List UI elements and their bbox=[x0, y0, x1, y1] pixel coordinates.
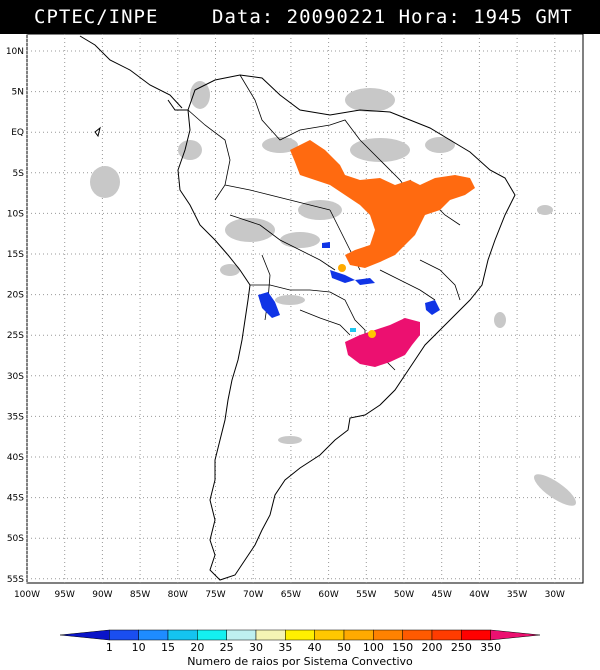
scale-swatch bbox=[59, 629, 110, 641]
scale-tick-label: 30 bbox=[249, 641, 263, 654]
scale-swatch bbox=[461, 629, 491, 641]
scale-swatch bbox=[109, 629, 139, 641]
lat-tick-label: 20S bbox=[7, 291, 24, 301]
scale-tick-label: 200 bbox=[422, 641, 443, 654]
axis-ticks: 100W 95W 90W 85W 80W 75W 70W 65W 60W 55W 50W 45W 40W… bbox=[6, 47, 565, 600]
scale-tick-label: 15 bbox=[161, 641, 175, 654]
lightning-small-cells bbox=[338, 264, 376, 338]
lightning-orange-region bbox=[290, 140, 475, 268]
datetime-label: Data: 20090221 Hora: 1945 GMT bbox=[212, 6, 573, 28]
source-label: CPTEC/INPE bbox=[34, 6, 159, 28]
lon-tick-label: 45W bbox=[432, 590, 452, 600]
lat-tick-label: 35S bbox=[7, 412, 24, 422]
lon-tick-label: 50W bbox=[394, 590, 414, 600]
lat-tick-label: 40S bbox=[7, 453, 24, 463]
map-frame bbox=[26, 33, 584, 584]
scale-swatch bbox=[314, 629, 345, 641]
scale-tick-label: 1 bbox=[106, 641, 113, 654]
lon-tick-label: 80W bbox=[168, 590, 188, 600]
scale-tick-label: 40 bbox=[308, 641, 322, 654]
scale-tick-label: 20 bbox=[190, 641, 204, 654]
scale-tick-label: 150 bbox=[392, 641, 413, 654]
lat-tick-label: EQ bbox=[11, 128, 24, 138]
scale-swatch bbox=[431, 629, 462, 641]
scale-swatch bbox=[138, 629, 169, 641]
lon-tick-label: 95W bbox=[55, 590, 75, 600]
scale-swatch bbox=[167, 629, 198, 641]
lat-tick-label: 25S bbox=[7, 331, 24, 341]
scale-tick-label: 50 bbox=[337, 641, 351, 654]
scale-swatch bbox=[343, 629, 374, 641]
lon-tick-label: 30W bbox=[545, 590, 565, 600]
lon-tick-label: 35W bbox=[507, 590, 527, 600]
scale-tick-label: 35 bbox=[278, 641, 292, 654]
lat-tick-label: 30S bbox=[7, 372, 24, 382]
lat-tick-label: 5S bbox=[13, 169, 25, 179]
cloud-cover bbox=[90, 81, 576, 506]
lat-tick-label: 15S bbox=[7, 250, 24, 260]
header-bar: CPTEC/INPE Data: 20090221 Hora: 1945 GMT bbox=[0, 0, 600, 34]
color-scale: 1 10 15 20 25 30 35 40 50 100 150 200 250 350 bbox=[59, 629, 541, 654]
scale-swatch bbox=[255, 629, 286, 641]
graticule bbox=[26, 34, 583, 583]
scale-swatch bbox=[402, 629, 433, 641]
lat-tick-label: 45S bbox=[7, 494, 24, 504]
lat-tick-label: 10N bbox=[6, 47, 24, 57]
scale-swatch bbox=[373, 629, 403, 641]
lon-tick-label: 75W bbox=[205, 590, 225, 600]
scale-tick-label: 25 bbox=[220, 641, 234, 654]
lon-tick-label: 40W bbox=[469, 590, 489, 600]
scale-tick-label: 350 bbox=[480, 641, 501, 654]
lon-tick-label: 55W bbox=[356, 590, 376, 600]
scale-swatch bbox=[490, 629, 541, 641]
lon-tick-label: 85W bbox=[130, 590, 150, 600]
scale-tick-label: 100 bbox=[363, 641, 384, 654]
lat-tick-label: 10S bbox=[7, 209, 24, 219]
lightning-blue-cells bbox=[258, 242, 440, 318]
lon-tick-label: 100W bbox=[14, 590, 40, 600]
scale-tick-label: 250 bbox=[451, 641, 472, 654]
lat-tick-label: 50S bbox=[7, 534, 24, 544]
scale-swatch bbox=[197, 629, 227, 641]
lon-tick-label: 70W bbox=[243, 590, 263, 600]
scale-tick-label: 10 bbox=[132, 641, 146, 654]
lon-tick-label: 90W bbox=[92, 590, 112, 600]
lon-tick-label: 60W bbox=[318, 590, 338, 600]
scale-swatch bbox=[285, 629, 315, 641]
scale-title: Numero de raios por Sistema Convectivo bbox=[187, 655, 413, 668]
lightning-magenta-region bbox=[345, 318, 420, 367]
coastline bbox=[79, 35, 516, 581]
lat-tick-label: 55S bbox=[7, 575, 24, 585]
lat-tick-label: 5N bbox=[12, 88, 24, 98]
country-borders bbox=[187, 74, 461, 371]
lon-tick-label: 65W bbox=[281, 590, 301, 600]
scale-swatch bbox=[226, 629, 257, 641]
